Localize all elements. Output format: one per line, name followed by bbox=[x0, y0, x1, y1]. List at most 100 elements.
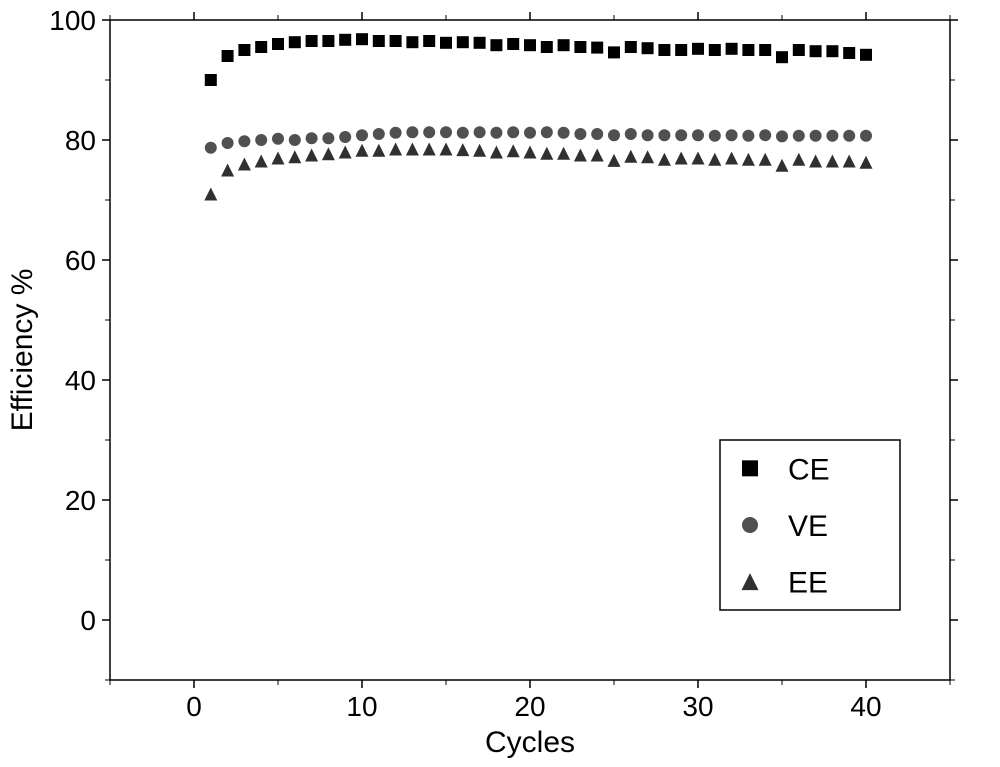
data-point-ce bbox=[524, 39, 536, 51]
data-point-ve bbox=[406, 126, 418, 138]
data-point-ve bbox=[322, 132, 334, 144]
data-point-ee bbox=[221, 164, 234, 177]
data-point-ve bbox=[390, 127, 402, 139]
y-tick-label: 20 bbox=[65, 485, 96, 516]
data-point-ve bbox=[440, 126, 452, 138]
data-point-ce bbox=[238, 44, 250, 56]
data-point-ce bbox=[457, 36, 469, 48]
data-point-ve bbox=[222, 137, 234, 149]
data-point-ve bbox=[356, 129, 368, 141]
data-point-ve bbox=[574, 128, 586, 140]
data-point-ve bbox=[373, 128, 385, 140]
data-point-ve bbox=[255, 134, 267, 146]
data-point-ve bbox=[692, 129, 704, 141]
data-point-ve bbox=[726, 129, 738, 141]
data-point-ce bbox=[642, 42, 654, 54]
data-point-ee bbox=[524, 146, 537, 159]
data-point-ee bbox=[557, 147, 570, 160]
data-point-ve bbox=[608, 129, 620, 141]
data-point-ve bbox=[810, 130, 822, 142]
data-point-ee bbox=[776, 159, 789, 172]
x-axis-label: Cycles bbox=[485, 726, 575, 759]
data-point-ce bbox=[507, 38, 519, 50]
y-tick-label: 100 bbox=[49, 5, 96, 36]
data-point-ee bbox=[456, 143, 469, 156]
legend-marker-ce bbox=[742, 460, 758, 476]
data-point-ee bbox=[490, 146, 503, 159]
data-point-ee bbox=[843, 155, 856, 168]
data-point-ce bbox=[692, 43, 704, 55]
data-point-ve bbox=[490, 127, 502, 139]
data-point-ee bbox=[792, 153, 805, 166]
data-point-ce bbox=[474, 37, 486, 49]
legend-label-ce: CE bbox=[788, 453, 830, 486]
data-point-ee bbox=[204, 188, 217, 201]
x-tick-label: 0 bbox=[186, 691, 202, 722]
data-point-ee bbox=[389, 143, 402, 156]
data-point-ee bbox=[473, 144, 486, 157]
data-point-ce bbox=[306, 35, 318, 47]
data-point-ce bbox=[759, 44, 771, 56]
data-point-ee bbox=[742, 153, 755, 166]
data-point-ce bbox=[255, 41, 267, 53]
data-point-ee bbox=[591, 149, 604, 162]
data-point-ve bbox=[507, 126, 519, 138]
data-point-ee bbox=[356, 144, 369, 157]
data-point-ee bbox=[305, 149, 318, 162]
data-point-ve bbox=[306, 132, 318, 144]
data-point-ee bbox=[675, 152, 688, 165]
legend-label-ve: VE bbox=[788, 510, 828, 543]
x-tick-label: 30 bbox=[682, 691, 713, 722]
chart-container: 010203040020406080100CyclesEfficiency %C… bbox=[0, 0, 1000, 767]
data-point-ee bbox=[574, 149, 587, 162]
data-point-ve bbox=[524, 127, 536, 139]
data-point-ce bbox=[658, 44, 670, 56]
data-point-ce bbox=[742, 44, 754, 56]
data-point-ve bbox=[591, 128, 603, 140]
data-point-ve bbox=[843, 130, 855, 142]
data-point-ee bbox=[423, 143, 436, 156]
data-point-ce bbox=[373, 35, 385, 47]
data-point-ce bbox=[625, 41, 637, 53]
data-point-ce bbox=[843, 47, 855, 59]
data-point-ve bbox=[742, 130, 754, 142]
y-axis-label: Efficiency % bbox=[6, 269, 39, 432]
legend-label-ee: EE bbox=[788, 567, 828, 600]
data-point-ve bbox=[289, 134, 301, 146]
data-point-ee bbox=[339, 146, 352, 159]
y-tick-label: 80 bbox=[65, 125, 96, 156]
data-point-ee bbox=[641, 150, 654, 163]
y-tick-label: 60 bbox=[65, 245, 96, 276]
data-point-ee bbox=[406, 143, 419, 156]
data-point-ce bbox=[406, 36, 418, 48]
data-point-ve bbox=[541, 126, 553, 138]
data-point-ve bbox=[457, 127, 469, 139]
data-point-ee bbox=[288, 150, 301, 163]
data-point-ve bbox=[339, 131, 351, 143]
data-point-ve bbox=[238, 135, 250, 147]
data-point-ve bbox=[793, 130, 805, 142]
data-point-ee bbox=[759, 153, 772, 166]
data-point-ce bbox=[322, 35, 334, 47]
data-point-ve bbox=[423, 126, 435, 138]
data-point-ce bbox=[423, 35, 435, 47]
data-point-ve bbox=[675, 129, 687, 141]
data-point-ee bbox=[725, 152, 738, 165]
data-point-ve bbox=[860, 130, 872, 142]
x-tick-label: 20 bbox=[514, 691, 545, 722]
data-point-ce bbox=[272, 38, 284, 50]
data-point-ee bbox=[507, 144, 520, 157]
x-tick-label: 40 bbox=[850, 691, 881, 722]
y-tick-label: 40 bbox=[65, 365, 96, 396]
data-point-ve bbox=[826, 130, 838, 142]
data-point-ee bbox=[540, 147, 553, 160]
data-point-ee bbox=[860, 156, 873, 169]
data-point-ee bbox=[692, 152, 705, 165]
data-point-ce bbox=[356, 33, 368, 45]
data-point-ee bbox=[608, 154, 621, 167]
data-point-ve bbox=[776, 130, 788, 142]
data-point-ce bbox=[860, 49, 872, 61]
data-point-ee bbox=[624, 150, 637, 163]
legend-marker-ve bbox=[742, 517, 758, 533]
data-point-ce bbox=[826, 45, 838, 57]
